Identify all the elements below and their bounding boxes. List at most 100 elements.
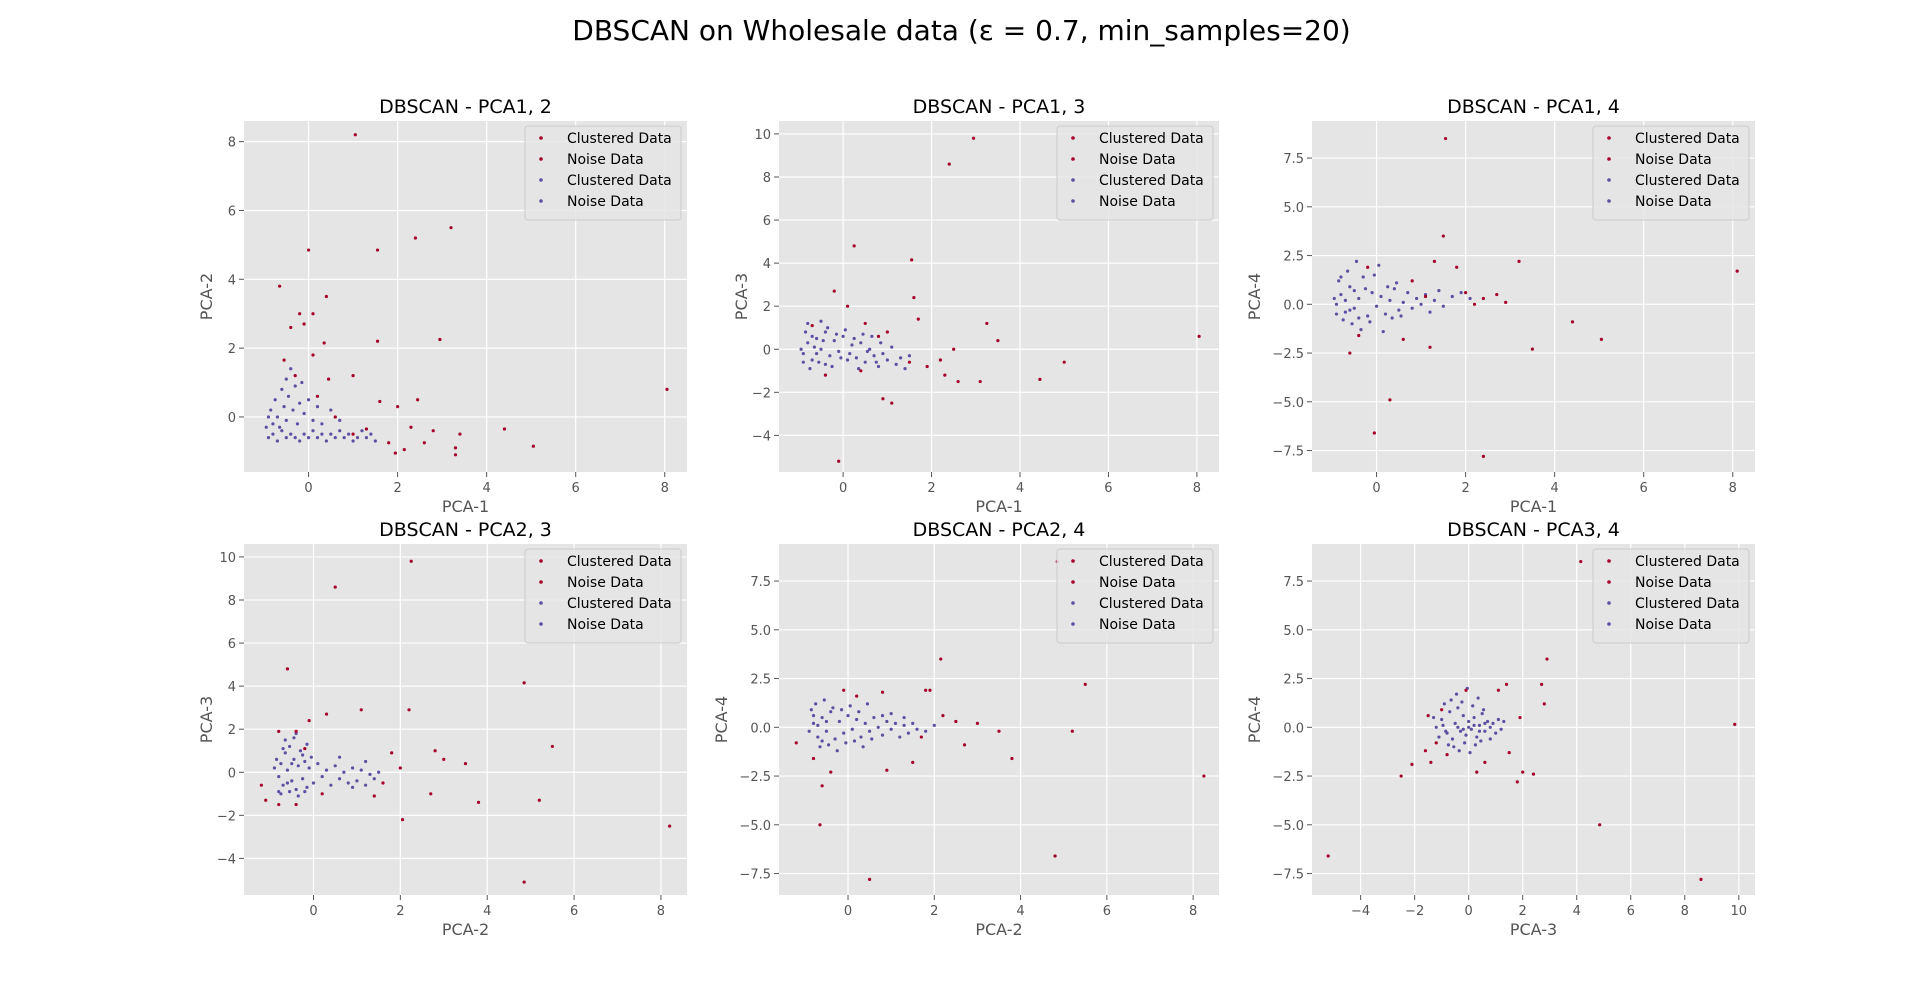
clustered-point (274, 757, 279, 761)
noise-point (1070, 729, 1074, 733)
y-tick-label: −7.5 (1272, 868, 1304, 883)
clustered-point (364, 435, 369, 440)
clustered-point (337, 777, 342, 781)
noise-point (1481, 296, 1486, 301)
clustered-point (279, 762, 283, 766)
noise-point (885, 768, 889, 772)
y-tick-label: 2 (228, 342, 236, 357)
x-tick-label: 6 (572, 481, 580, 496)
noise-point (1464, 688, 1468, 692)
subplot-1: 0 2 4 6 8 0 2 4 6 8 DBSCAN - PCA1, 2 PCA-1 PCA-2 Clus… (197, 96, 687, 516)
x-tick-label: 0 (1372, 481, 1380, 496)
clustered-point (329, 432, 333, 436)
noise-point (1357, 333, 1361, 338)
y-tick-label: −5.0 (1272, 819, 1304, 834)
clustered-point (1357, 316, 1361, 320)
y-axis-label: PCA-4 (712, 696, 731, 743)
noise-point (311, 312, 315, 316)
x-tick-label: 4 (483, 904, 491, 919)
clustered-point (351, 439, 355, 443)
y-tick-label: 2.5 (750, 673, 771, 688)
x-axis-label: PCA-1 (1510, 497, 1557, 516)
clustered-point (1437, 735, 1441, 739)
legend-label: Noise Data (567, 194, 644, 210)
x-tick-label: 2 (1519, 904, 1527, 919)
clustered-point (889, 727, 893, 731)
y-tick-label: 8 (228, 594, 236, 609)
clustered-point (301, 777, 305, 781)
noise-point (1504, 300, 1508, 304)
clustered-point (827, 743, 831, 747)
noise-point (1542, 702, 1546, 706)
noise-point (811, 756, 816, 761)
legend-label: Clustered Data (1635, 173, 1740, 189)
noise-point (393, 451, 397, 455)
noise-point (1432, 259, 1437, 263)
noise-point (928, 688, 932, 692)
clustered-point (342, 770, 346, 774)
noise-point (351, 374, 355, 378)
legend-marker (539, 622, 543, 626)
clustered-point (1481, 708, 1486, 712)
clustered-point (290, 762, 294, 766)
noise-point (1038, 377, 1042, 382)
x-axis-label: PCA-2 (975, 920, 1022, 939)
clustered-point (1499, 727, 1503, 731)
clustered-point (1337, 279, 1341, 283)
clustered-point (1496, 717, 1500, 722)
y-tick-label: −2 (752, 386, 771, 401)
legend-box (1056, 548, 1214, 644)
noise-point (962, 743, 967, 747)
noise-point (1399, 774, 1403, 778)
x-tick-label: 0 (844, 904, 852, 919)
clustered-point (821, 339, 825, 343)
noise-point (947, 162, 951, 166)
clustered-point (1468, 296, 1472, 301)
clustered-point (1471, 704, 1475, 708)
clustered-point (1388, 298, 1392, 302)
clustered-point (803, 330, 808, 334)
clustered-point (1459, 291, 1463, 295)
noise-point (1545, 657, 1549, 661)
clustered-point (885, 719, 889, 724)
noise-point (264, 798, 268, 802)
clustered-point (1440, 717, 1444, 722)
noise-point (282, 358, 286, 362)
noise-point (390, 751, 394, 755)
noise-point (1496, 688, 1500, 692)
noise-point (880, 690, 885, 694)
x-tick-label: 8 (1189, 904, 1197, 919)
y-tick-label: 10 (754, 128, 771, 143)
noise-point (429, 792, 433, 796)
noise-point (1423, 294, 1428, 299)
clustered-point (1379, 294, 1383, 299)
x-axis-label: PCA-1 (442, 497, 489, 516)
clustered-point (315, 405, 320, 409)
y-tick-label: 4 (228, 273, 236, 288)
clustered-point (1479, 739, 1483, 743)
noise-point (1010, 756, 1014, 761)
clustered-point (1332, 296, 1336, 301)
legend-marker (539, 559, 543, 563)
legend-marker (1071, 199, 1075, 203)
noise-point (1441, 234, 1445, 238)
noise-point (409, 425, 413, 429)
clustered-point (841, 334, 845, 338)
x-tick-label: 2 (930, 904, 938, 919)
clustered-point (266, 415, 271, 419)
noise-point (378, 399, 382, 404)
subplot-title: DBSCAN - PCA1, 4 (1447, 96, 1620, 118)
clustered-point (852, 336, 856, 341)
noise-point (463, 762, 468, 766)
clustered-point (1386, 285, 1390, 289)
noise-point (890, 401, 894, 405)
legend-label: Clustered Data (1099, 131, 1204, 147)
clustered-point (814, 351, 819, 356)
y-tick-label: 7.5 (750, 575, 771, 590)
legend-marker (1071, 178, 1075, 182)
clustered-point (296, 794, 300, 798)
legend-marker (539, 136, 543, 140)
clustered-point (1406, 291, 1410, 295)
noise-point (1475, 770, 1479, 774)
y-tick-label: 0 (228, 766, 236, 781)
